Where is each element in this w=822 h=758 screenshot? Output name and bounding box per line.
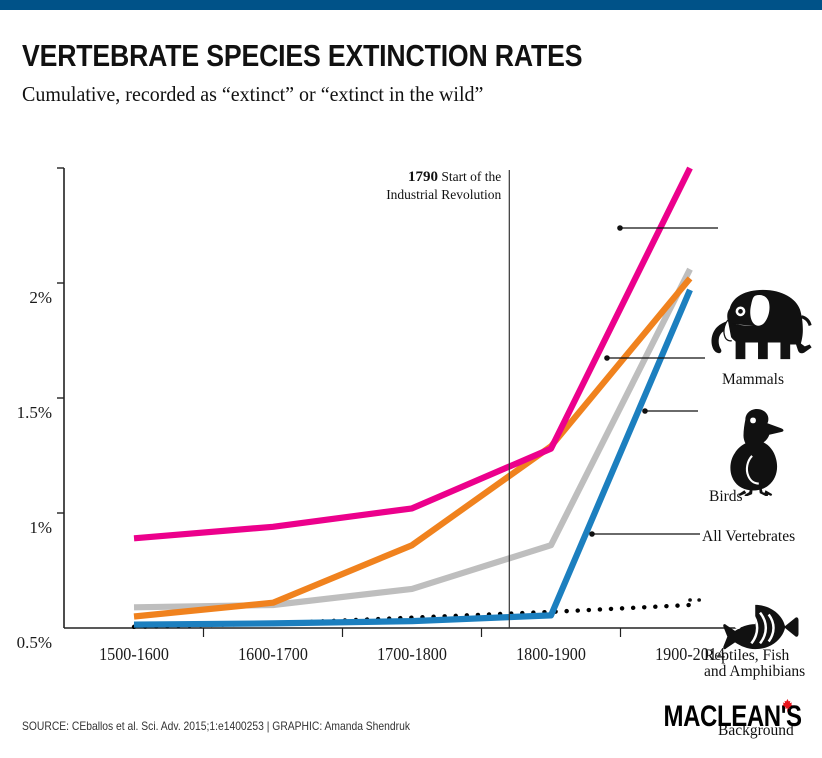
y-tick-label: 0.5% — [16, 633, 52, 652]
source-credit: SOURCE: CEballos et al. Sci. Adv. 2015;1… — [22, 719, 410, 733]
series-label-birds: Birds — [709, 488, 743, 505]
series-label-reptiles-fish-amphibians: Reptiles, Fish and Amphibians — [704, 647, 806, 681]
page-title: VERTEBRATE SPECIES EXTINCTION RATES — [22, 38, 583, 73]
annotation-line1: Start of the — [437, 169, 502, 184]
x-tick-label: 1700-1800 — [377, 644, 447, 664]
brand-top-bar — [0, 0, 822, 10]
series-label-reptiles-line1: Reptiles, Fish — [704, 647, 790, 664]
y-tick-label: 2% — [29, 288, 52, 307]
maple-leaf-icon — [782, 698, 793, 712]
dodo-bird-icon — [712, 408, 796, 496]
x-tick-label: 1900-2014 — [655, 644, 725, 664]
x-tick-label: 1800-1900 — [516, 644, 586, 664]
series-label-mammals: Mammals — [722, 371, 784, 388]
fish-icon — [716, 603, 806, 653]
series-label-all-vertebrates: All Vertebrates — [702, 528, 796, 545]
industrial-revolution-annotation: 1790 Start of the Industrial Revolution — [386, 168, 501, 204]
annotation-line2: Industrial Revolution — [386, 186, 502, 202]
annotation-year: 1790 — [407, 169, 438, 185]
x-tick-label: 1600-1700 — [238, 644, 308, 664]
extinction-rates-line-chart — [57, 166, 761, 637]
y-tick-label: 1% — [29, 518, 52, 537]
x-tick-label: 1500-1600 — [99, 644, 169, 664]
page-subtitle: Cumulative, recorded as “extinct” or “ex… — [22, 82, 484, 106]
chart-plot-area: 0.5% 1% 1.5% 2% 1500-1600 1600-1700 1700-1800… — [0, 130, 822, 739]
y-tick-label: 1.5% — [16, 403, 52, 422]
series-label-reptiles-line2: and Amphibians — [704, 663, 806, 681]
elephant-icon — [700, 287, 818, 363]
macleans-logo: MACLEAN'S — [663, 700, 803, 733]
series-label-background: Background — [718, 722, 794, 739]
